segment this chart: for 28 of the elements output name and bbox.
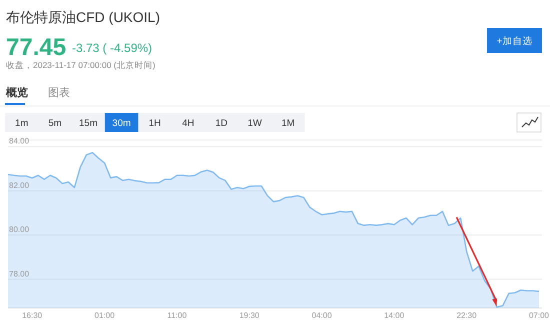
text: 1D	[215, 118, 228, 129]
text: 5m	[48, 118, 62, 129]
text: 1H	[148, 118, 162, 129]
text: 1m	[15, 118, 28, 129]
x-tick-label: 22:30	[456, 311, 478, 320]
x-tick-label: 16:30	[22, 311, 43, 320]
text: 收盘，2023-11-17 07:00:00 (北京时间)	[6, 60, 156, 70]
y-tick-label: 80.00	[9, 225, 30, 234]
text: 15m	[79, 118, 98, 129]
x-tick-label: 01:00	[94, 311, 116, 320]
y-tick-label: 84.00	[9, 136, 30, 146]
text: 图表	[48, 86, 70, 99]
text: -3.73 ( -4.59%)	[72, 41, 152, 55]
text: 1W	[248, 118, 262, 129]
y-tick-label: 78.00	[9, 269, 30, 278]
x-tick-label: 11:00	[167, 311, 188, 320]
x-tick-label: 14:00	[384, 311, 405, 320]
text: 30m	[112, 118, 131, 129]
x-tick-label: 07:00	[528, 311, 550, 320]
chart-title: 布伦特原油CFD (UKOIL)	[6, 9, 160, 25]
chart-subtitle: 77.45	[6, 34, 66, 61]
text: 4H	[182, 118, 194, 129]
text: 1M	[281, 118, 295, 129]
x-tick-label: 04:00	[312, 311, 332, 320]
text: +加自选	[496, 35, 532, 47]
text: 概览	[5, 86, 28, 99]
x-tick-label: 19:30	[239, 311, 260, 320]
y-tick-label: 82.00	[9, 180, 30, 190]
